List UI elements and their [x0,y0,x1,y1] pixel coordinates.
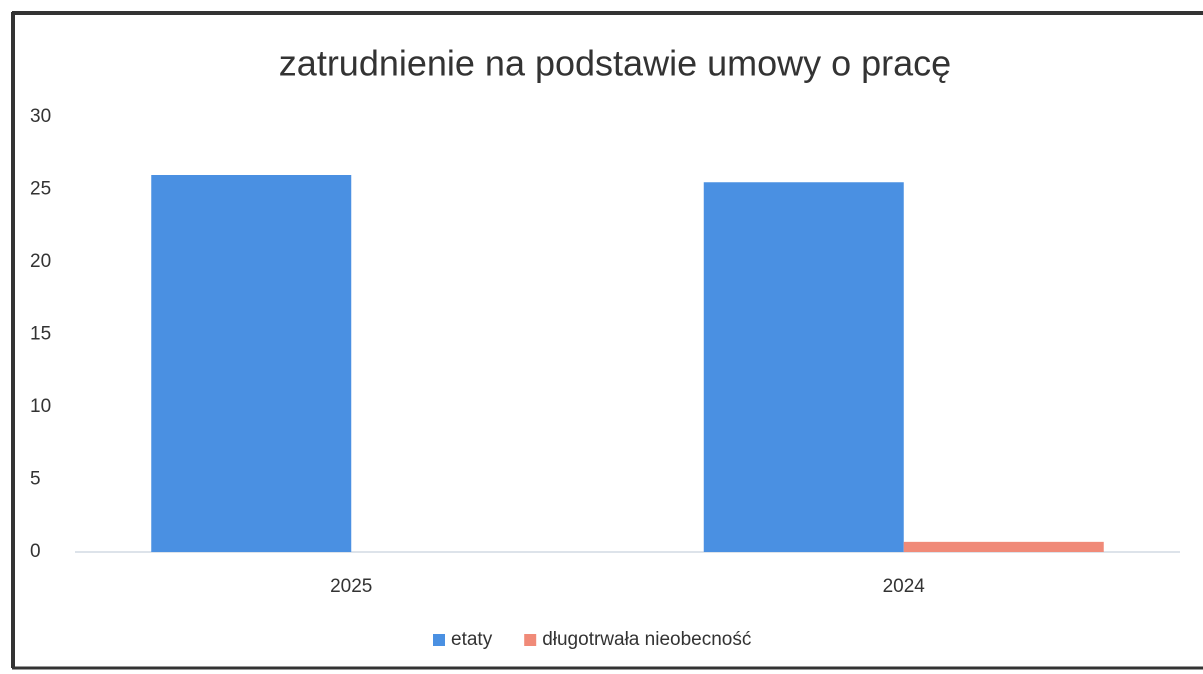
legend-label: etaty [451,629,493,650]
y-tick-label: 20 [30,251,51,272]
bar [703,182,904,552]
legend-swatch [524,634,537,646]
y-tick-label: 0 [30,541,41,562]
legend-swatch [433,634,445,646]
bar [903,541,1104,552]
y-tick-label: 15 [30,324,51,345]
x-tick-label: 2024 [883,576,926,597]
y-tick-label: 5 [30,469,41,490]
y-tick-label: 25 [30,179,51,200]
legend-label: długotrwała nieobecność [542,629,751,650]
y-tick-label: 30 [30,106,51,127]
bar [151,175,352,552]
chart-title: zatrudnienie na podstawie umowy o pracę [279,43,951,84]
y-tick-label: 10 [30,396,51,417]
x-tick-label: 2025 [330,576,372,597]
